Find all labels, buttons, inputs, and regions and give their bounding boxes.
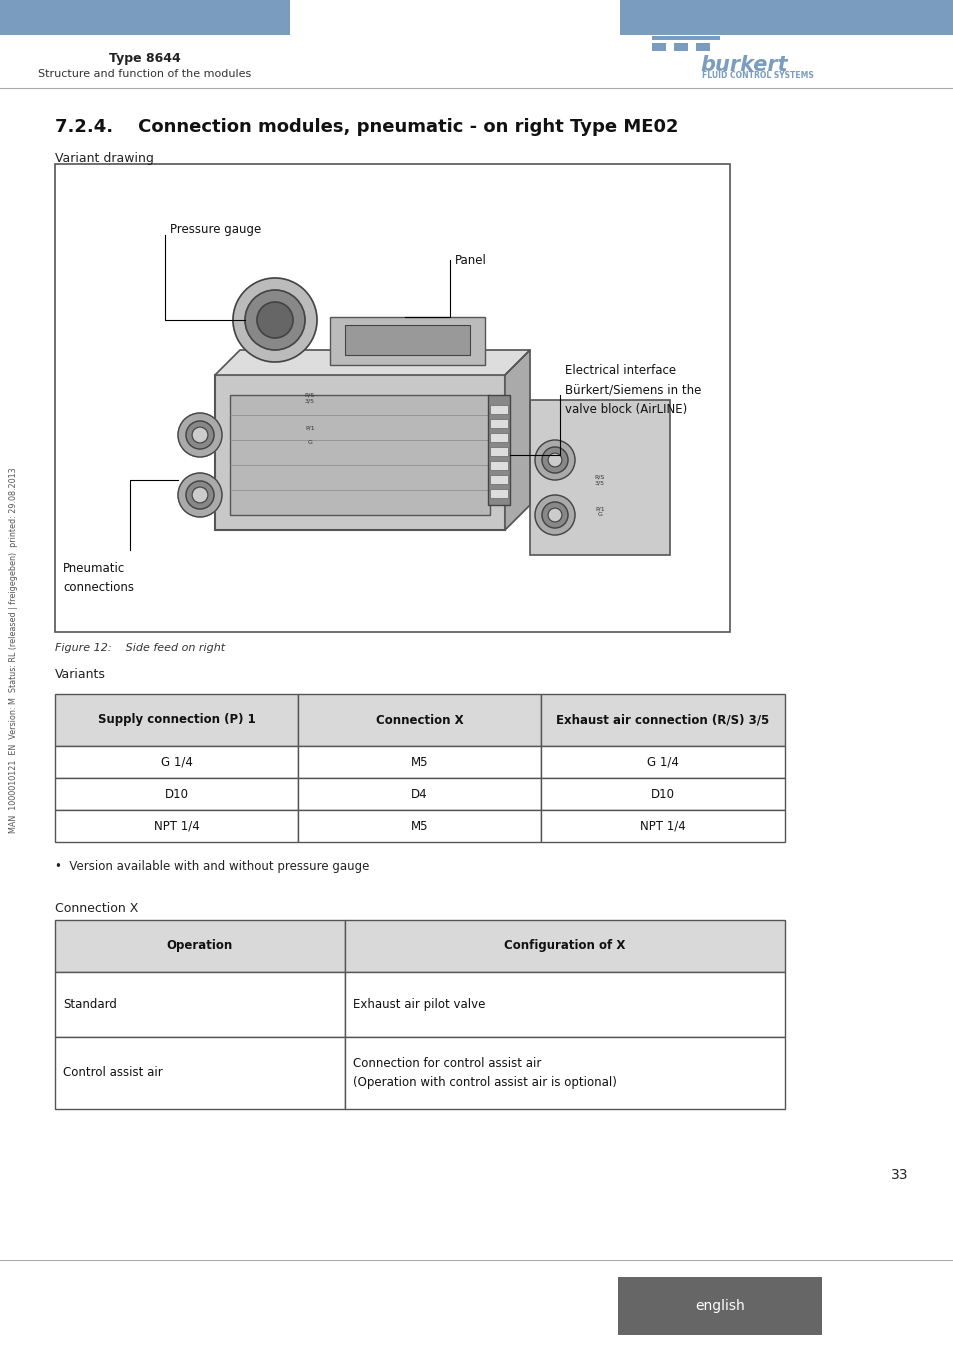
Text: G 1/4: G 1/4 [646, 756, 679, 768]
Bar [297, 694, 540, 747]
Text: 33: 33 [890, 1168, 908, 1183]
Circle shape [541, 447, 567, 472]
Bar [490, 489, 507, 498]
Text: Control assist air: Control assist air [63, 1066, 163, 1080]
Text: Operation: Operation [167, 940, 233, 953]
Text: english: english [695, 1299, 744, 1314]
Text: D4: D4 [411, 787, 427, 801]
Text: Supply connection (P) 1: Supply connection (P) 1 [97, 714, 255, 726]
Circle shape [192, 427, 208, 443]
Text: R/S
3/5: R/S 3/5 [305, 393, 314, 404]
Circle shape [547, 508, 561, 522]
Text: NPT 1/4: NPT 1/4 [639, 819, 685, 833]
Circle shape [186, 481, 213, 509]
Bar [55, 1037, 345, 1108]
Circle shape [245, 290, 305, 350]
Text: burkert: burkert [700, 55, 787, 76]
Text: D10: D10 [164, 787, 189, 801]
Bar [0, 0, 290, 35]
Text: D10: D10 [650, 787, 675, 801]
Text: Type 8644: Type 8644 [109, 53, 181, 65]
Bar [55, 919, 345, 972]
Text: Connection for control assist air
(Operation with control assist air is optional: Connection for control assist air (Opera… [353, 1057, 617, 1089]
Text: G: G [307, 440, 313, 444]
Bar [55, 694, 297, 747]
Circle shape [178, 413, 222, 458]
Bar [297, 778, 540, 810]
Text: Configuration of X: Configuration of X [504, 940, 625, 953]
Text: 7.2.4.    Connection modules, pneumatic - on right Type ME02: 7.2.4. Connection modules, pneumatic - o… [55, 117, 678, 136]
Bar [297, 747, 540, 778]
Bar [214, 375, 504, 531]
Text: P/1
G: P/1 G [595, 506, 604, 517]
Text: Structure and function of the modules: Structure and function of the modules [38, 69, 252, 80]
Circle shape [256, 302, 293, 338]
Bar [490, 460, 507, 470]
Text: M5: M5 [411, 819, 428, 833]
Text: MAN  1000010121  EN  Version: M  Status: RL (released | freigegeben)  printed: 2: MAN 1000010121 EN Version: M Status: RL … [10, 467, 18, 833]
Text: P/1: P/1 [305, 425, 314, 431]
Text: R/S
3/5: R/S 3/5 [595, 475, 604, 486]
Text: Variant drawing: Variant drawing [55, 153, 153, 165]
Text: Panel: Panel [455, 254, 486, 266]
Text: Standard: Standard [63, 998, 117, 1011]
Text: Variants: Variants [55, 668, 106, 680]
Bar [540, 747, 784, 778]
Circle shape [541, 502, 567, 528]
Polygon shape [504, 350, 530, 531]
Circle shape [233, 278, 316, 362]
Bar [651, 43, 665, 51]
Bar [618, 1277, 821, 1335]
Bar [55, 747, 297, 778]
Circle shape [192, 487, 208, 504]
Bar [490, 433, 507, 441]
Text: Exhaust air connection (R/S) 3/5: Exhaust air connection (R/S) 3/5 [556, 714, 769, 726]
Bar [490, 405, 507, 414]
Bar [619, 0, 953, 35]
Bar [345, 919, 784, 972]
Bar [530, 400, 669, 555]
Bar [540, 694, 784, 747]
Text: Exhaust air pilot valve: Exhaust air pilot valve [353, 998, 485, 1011]
Bar [297, 810, 540, 842]
Bar [55, 778, 297, 810]
Circle shape [535, 440, 575, 481]
Bar [490, 447, 507, 456]
Bar [540, 778, 784, 810]
Circle shape [535, 495, 575, 535]
Text: NPT 1/4: NPT 1/4 [153, 819, 199, 833]
Circle shape [186, 421, 213, 450]
Bar [490, 418, 507, 428]
Circle shape [547, 454, 561, 467]
Text: Pneumatic
connections: Pneumatic connections [63, 562, 133, 594]
Text: Connection X: Connection X [375, 714, 463, 726]
Bar [696, 43, 709, 51]
Bar [330, 317, 484, 365]
Text: M5: M5 [411, 756, 428, 768]
Bar [488, 396, 510, 505]
Circle shape [178, 472, 222, 517]
Bar [230, 396, 490, 514]
Bar [490, 475, 507, 485]
Text: Pressure gauge: Pressure gauge [170, 224, 261, 236]
Bar [673, 43, 687, 51]
Bar [345, 972, 784, 1037]
Bar [345, 325, 470, 355]
Bar [540, 810, 784, 842]
Text: G 1/4: G 1/4 [160, 756, 193, 768]
Text: FLUID CONTROL SYSTEMS: FLUID CONTROL SYSTEMS [701, 72, 813, 80]
Text: •  Version available with and without pressure gauge: • Version available with and without pre… [55, 860, 369, 873]
Polygon shape [214, 350, 530, 375]
Bar [345, 1037, 784, 1108]
Bar [55, 810, 297, 842]
Bar [55, 163, 729, 632]
Bar [55, 972, 345, 1037]
Text: Figure 12:    Side feed on right: Figure 12: Side feed on right [55, 643, 225, 653]
Bar [651, 36, 720, 40]
Text: Connection X: Connection X [55, 902, 138, 915]
Text: Electrical interface
Bürkert/Siemens in the
valve block (AirLINE): Electrical interface Bürkert/Siemens in … [564, 364, 700, 416]
